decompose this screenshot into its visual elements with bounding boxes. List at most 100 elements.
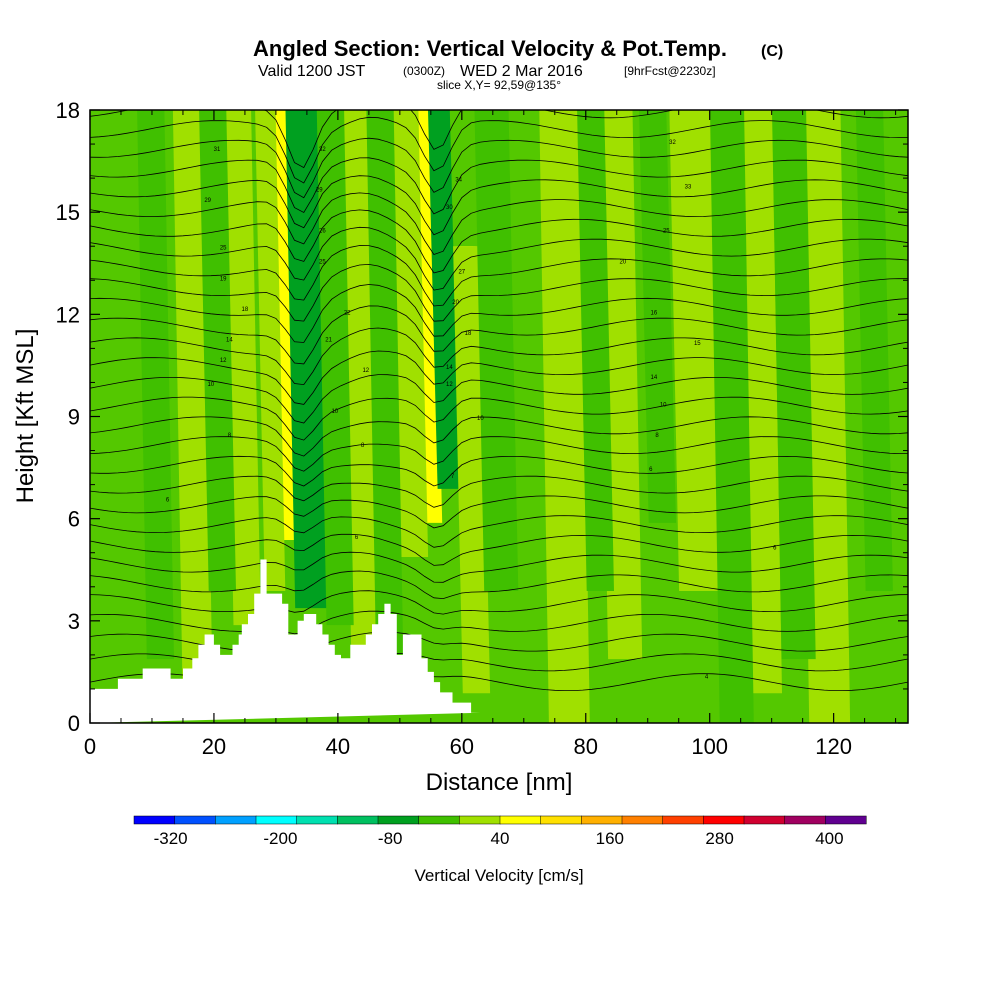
theta-contour-line	[90, 515, 908, 548]
chart-title: Angled Section: Vertical Velocity & Pot.…	[253, 36, 783, 92]
contour-label: 25	[220, 246, 227, 252]
theta-contour-line	[90, 284, 908, 343]
title-valid-utc: (0300Z)	[403, 64, 445, 78]
contour-label: 7	[451, 474, 455, 480]
theta-contour-line	[90, 226, 908, 291]
theta-contour-line	[90, 263, 908, 322]
y-tick-label: 15	[56, 200, 80, 225]
y-tick-label: 12	[56, 302, 80, 327]
colorbar-swatch	[825, 815, 867, 825]
theta-contour-line	[90, 570, 908, 600]
theta-contour-line	[90, 209, 908, 274]
theta-contour-line	[90, 551, 908, 583]
velocity-band	[137, 110, 174, 660]
colorbar-swatch	[459, 815, 501, 825]
contour-label: 21	[325, 338, 332, 344]
colorbar-swatch	[743, 815, 786, 825]
velocity-band	[255, 110, 286, 591]
contour-label: 10	[660, 402, 667, 408]
velocity-band	[391, 110, 429, 557]
title-valid-prefix: Valid 1200 JST	[258, 63, 366, 80]
theta-contour-line	[90, 475, 908, 508]
colorbar-swatch	[621, 815, 664, 825]
contour-label: 8	[655, 433, 659, 439]
contour-label: 12	[446, 382, 453, 388]
contour-label: 20	[452, 300, 459, 306]
colorbar-tick-label: 160	[596, 829, 624, 848]
contour-label: 31	[214, 147, 221, 153]
theta-contour-line	[90, 175, 908, 236]
contour-label: 16	[651, 310, 658, 316]
title-forecast: [9hrFcst@2230z]	[624, 64, 716, 78]
contour-label: 22	[344, 310, 351, 316]
theta-contour-line	[90, 610, 908, 635]
contour-label: 14	[226, 338, 233, 344]
contour-label: 30	[446, 205, 453, 211]
x-tick-label: 20	[202, 734, 226, 759]
theta-contour-line	[90, 157, 908, 215]
x-tick-label: 80	[574, 734, 598, 759]
colorbar-tick-label: 280	[705, 829, 733, 848]
velocity-band	[710, 110, 754, 723]
colorbar-swatch	[337, 815, 379, 825]
theta-contour-line	[90, 396, 908, 441]
theta-contour-line	[90, 533, 908, 566]
colorbar-swatch	[540, 815, 582, 825]
x-tick-label: 100	[691, 734, 728, 759]
contour-label: 18	[465, 331, 472, 337]
colorbar-tick-label: 40	[491, 829, 510, 848]
contour-label: 25	[319, 259, 326, 265]
x-axis-title: Distance [nm]	[426, 769, 573, 796]
contour-label: 29	[316, 188, 323, 194]
y-tick-label: 0	[68, 711, 80, 736]
contour-label: 8	[228, 433, 232, 439]
theta-contour-line	[90, 137, 908, 199]
colorbar-swatch	[703, 815, 745, 825]
y-axis-ticks: 0 3 6 9 12 15 18	[56, 98, 908, 736]
x-tick-label: 40	[326, 734, 350, 759]
contour-label: 10	[477, 416, 484, 422]
contour-label: 4	[705, 675, 709, 681]
theta-contour-line	[90, 192, 908, 255]
contour-label: 34	[455, 178, 462, 184]
contour-label: 18	[242, 307, 249, 313]
velocity-band	[855, 110, 893, 591]
contour-label: 14	[446, 365, 453, 371]
contour-label: 32	[669, 140, 676, 146]
contour-label: 26	[319, 229, 326, 235]
colorbar-swatch	[581, 815, 623, 825]
theta-contour-line	[90, 245, 908, 307]
velocity-band	[428, 110, 460, 489]
theta-contour-line	[90, 327, 908, 386]
contour-label: 27	[458, 270, 465, 276]
y-tick-label: 9	[68, 405, 80, 430]
contour-label: 12	[220, 358, 227, 364]
y-tick-label: 6	[68, 507, 80, 532]
theta-contour-line	[90, 436, 908, 472]
colorbar: -320 -200 -80 40 160 280 400	[133, 815, 867, 848]
velocity-band	[316, 110, 354, 626]
title-units: (C)	[761, 43, 783, 60]
terrain-mask	[90, 559, 481, 723]
colorbar-title: Vertical Velocity [cm/s]	[414, 866, 583, 885]
colorbar-swatch	[174, 815, 216, 825]
y-tick-label: 18	[56, 98, 80, 123]
contour-label: 6	[649, 467, 653, 473]
x-tick-label: 120	[815, 734, 852, 759]
contour-label: 20	[620, 259, 627, 265]
y-axis-title: Height [Kft MSL]	[12, 329, 39, 504]
velocity-band	[199, 110, 236, 591]
colorbar-tick-label: -320	[154, 829, 188, 848]
colorbar-swatch	[296, 815, 338, 825]
colorbar-tick-label: 400	[815, 829, 843, 848]
colorbar-swatch	[784, 815, 826, 825]
colorbar-tick-label: -200	[263, 829, 297, 848]
contour-label: 6	[355, 535, 359, 541]
colorbar-tick-label: -80	[378, 829, 403, 848]
theta-contour-line	[90, 350, 908, 405]
contour-labels: 31 29 25 19 18 14 12 10 8 6 32 29 26 25 22 21 12 10 8 6 34 30…	[166, 140, 777, 681]
contour-label: 14	[651, 375, 658, 381]
theta-contour-line	[90, 374, 908, 424]
colorbar-swatch	[255, 815, 298, 825]
title-valid-date: WED 2 Mar 2016	[460, 63, 583, 80]
